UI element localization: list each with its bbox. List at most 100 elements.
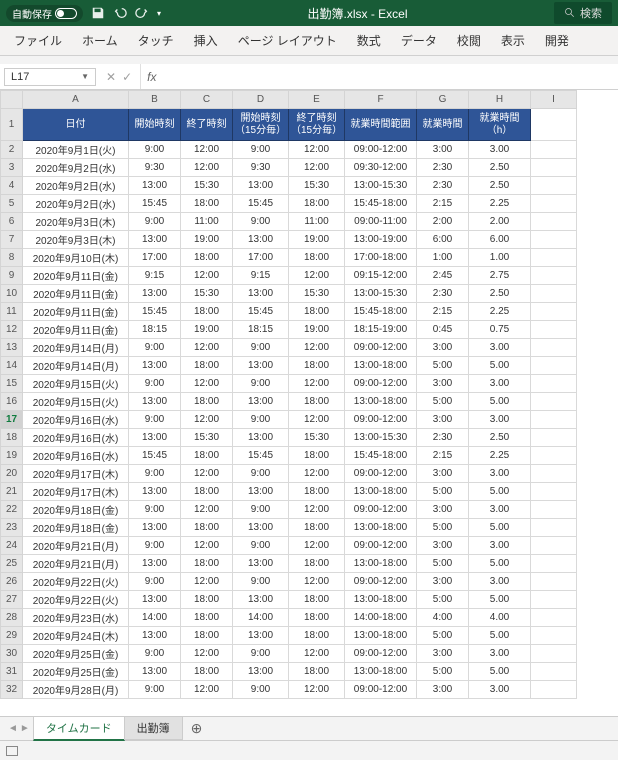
cell[interactable]: 2020年9月3日(木) (23, 231, 129, 249)
table-header-cell[interactable]: 開始時刻（15分毎） (233, 109, 289, 141)
row-header[interactable]: 9 (1, 267, 23, 285)
cell[interactable]: 5.00 (469, 663, 531, 681)
cell[interactable]: 13:00 (233, 177, 289, 195)
row-header[interactable]: 17 (1, 411, 23, 429)
cell[interactable]: 13:00 (129, 429, 181, 447)
cell[interactable]: 2020年9月22日(火) (23, 573, 129, 591)
cell[interactable]: 18:00 (181, 555, 233, 573)
cell[interactable]: 3.00 (469, 411, 531, 429)
cell[interactable]: 13:00-18:00 (345, 591, 417, 609)
cell[interactable]: 09:00-12:00 (345, 645, 417, 663)
cell[interactable]: 5:00 (417, 555, 469, 573)
cell[interactable]: 18:15-19:00 (345, 321, 417, 339)
sheet-nav-prev-icon[interactable]: ◄ (8, 723, 18, 734)
cell[interactable]: 12:00 (289, 573, 345, 591)
cell[interactable]: 13:00 (129, 285, 181, 303)
cell[interactable]: 3.00 (469, 339, 531, 357)
row-header[interactable]: 10 (1, 285, 23, 303)
cell[interactable]: 3.00 (469, 681, 531, 699)
cell[interactable]: 18:00 (289, 609, 345, 627)
row-header[interactable]: 19 (1, 447, 23, 465)
cell[interactable]: 9:00 (129, 501, 181, 519)
cell[interactable]: 2020年9月11日(金) (23, 303, 129, 321)
table-header-cell[interactable]: 就業時間範囲 (345, 109, 417, 141)
cell[interactable]: 2020年9月2日(水) (23, 177, 129, 195)
cell[interactable]: 15:30 (289, 177, 345, 195)
cell[interactable]: 18:00 (289, 591, 345, 609)
cell[interactable]: 9:00 (129, 645, 181, 663)
cell[interactable] (531, 555, 577, 573)
cell[interactable]: 13:00-18:00 (345, 357, 417, 375)
table-header-cell[interactable]: 開始時刻 (129, 109, 181, 141)
sheet-tab-active[interactable]: タイムカード (33, 717, 125, 741)
cell[interactable]: 12:00 (289, 141, 345, 159)
cell[interactable]: 09:00-12:00 (345, 537, 417, 555)
cell[interactable]: 18:00 (181, 357, 233, 375)
row-header[interactable]: 28 (1, 609, 23, 627)
cell[interactable] (531, 519, 577, 537)
cell[interactable]: 9:00 (233, 213, 289, 231)
cell[interactable]: 9:00 (233, 501, 289, 519)
cell[interactable]: 2020年9月17日(木) (23, 465, 129, 483)
cell[interactable] (531, 195, 577, 213)
cell[interactable]: 2020年9月11日(金) (23, 267, 129, 285)
cell[interactable]: 2020年9月18日(金) (23, 519, 129, 537)
save-icon[interactable] (91, 6, 105, 20)
cell[interactable]: 9:00 (233, 537, 289, 555)
cell[interactable] (531, 321, 577, 339)
row-header[interactable]: 15 (1, 375, 23, 393)
row-header[interactable]: 16 (1, 393, 23, 411)
cell[interactable]: 9:15 (129, 267, 181, 285)
cell[interactable]: 2020年9月15日(火) (23, 393, 129, 411)
cell[interactable]: 18:00 (289, 663, 345, 681)
cell[interactable]: 12:00 (181, 465, 233, 483)
cell[interactable]: 18:00 (289, 195, 345, 213)
cell[interactable]: 2:30 (417, 429, 469, 447)
cell[interactable]: 18:00 (181, 591, 233, 609)
cell[interactable]: 13:00 (129, 177, 181, 195)
cell[interactable]: 13:00 (129, 357, 181, 375)
cell[interactable]: 9:00 (129, 573, 181, 591)
row-header[interactable]: 23 (1, 519, 23, 537)
cell[interactable]: 13:00 (129, 393, 181, 411)
cell[interactable]: 9:00 (129, 411, 181, 429)
cell[interactable]: 17:00-18:00 (345, 249, 417, 267)
cell[interactable]: 2.25 (469, 447, 531, 465)
row-header[interactable]: 13 (1, 339, 23, 357)
cell[interactable]: 15:45 (129, 447, 181, 465)
cell[interactable] (531, 627, 577, 645)
cell[interactable]: 5:00 (417, 591, 469, 609)
cell[interactable]: 2020年9月16日(水) (23, 447, 129, 465)
row-header[interactable]: 27 (1, 591, 23, 609)
cell[interactable]: 2:30 (417, 285, 469, 303)
cell[interactable] (531, 375, 577, 393)
cell[interactable]: 09:15-12:00 (345, 267, 417, 285)
cell[interactable]: 2020年9月23日(水) (23, 609, 129, 627)
cell[interactable]: 15:45-18:00 (345, 447, 417, 465)
cell[interactable]: 2020年9月21日(月) (23, 537, 129, 555)
cell[interactable]: 9:00 (129, 213, 181, 231)
cell[interactable]: 18:00 (181, 303, 233, 321)
select-all-corner[interactable] (1, 91, 23, 109)
cell[interactable] (531, 411, 577, 429)
cell[interactable]: 9:30 (233, 159, 289, 177)
row-header[interactable]: 21 (1, 483, 23, 501)
cell[interactable]: 13:00 (129, 555, 181, 573)
cell[interactable]: 12:00 (289, 501, 345, 519)
table-header-cell[interactable]: 終了時刻（15分毎） (289, 109, 345, 141)
ribbon-tab[interactable]: ファイル (4, 26, 72, 55)
cell[interactable]: 2020年9月18日(金) (23, 501, 129, 519)
cell[interactable]: 18:00 (181, 609, 233, 627)
cell[interactable]: 9:00 (233, 681, 289, 699)
cell[interactable]: 4:00 (417, 609, 469, 627)
cell[interactable]: 09:00-12:00 (345, 411, 417, 429)
cell[interactable]: 09:00-11:00 (345, 213, 417, 231)
cell[interactable]: 2.00 (469, 213, 531, 231)
cell[interactable]: 13:00-19:00 (345, 231, 417, 249)
cell[interactable]: 5.00 (469, 519, 531, 537)
cell[interactable]: 14:00 (129, 609, 181, 627)
cell[interactable]: 6.00 (469, 231, 531, 249)
cell[interactable] (531, 663, 577, 681)
cell[interactable]: 13:00 (129, 231, 181, 249)
enter-icon[interactable]: ✓ (122, 70, 132, 84)
